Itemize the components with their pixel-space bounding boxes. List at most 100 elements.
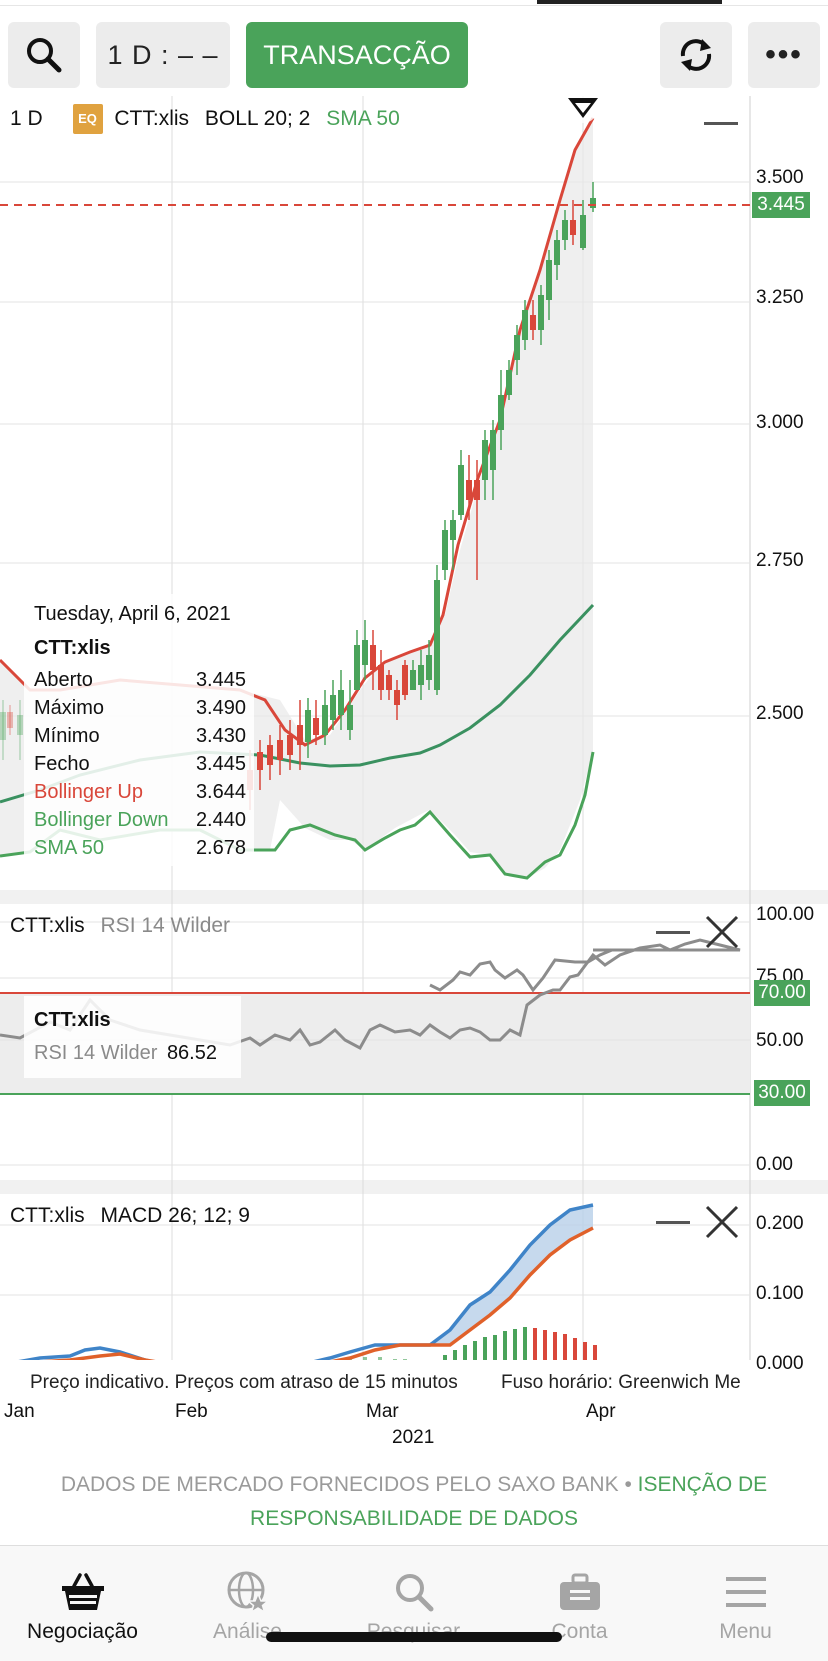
candle-body bbox=[322, 705, 328, 735]
candle-body bbox=[313, 718, 319, 735]
nav-item-account[interactable]: Conta bbox=[497, 1546, 662, 1661]
macd-histogram-bar bbox=[493, 1335, 497, 1360]
macd-histogram-bar bbox=[453, 1350, 457, 1360]
event-marker-icon[interactable] bbox=[568, 93, 598, 123]
tooltip-value: 3.445 bbox=[195, 753, 246, 775]
tooltip-label: Máximo bbox=[34, 697, 105, 719]
macd-histogram-bar bbox=[393, 1359, 397, 1360]
tooltip-label: Mínimo bbox=[34, 725, 100, 747]
rsi-line-recent bbox=[429, 948, 613, 993]
price-axis-label: 3.250 bbox=[756, 287, 804, 308]
panel-divider bbox=[0, 890, 828, 904]
rsi-tooltip-row: RSI 14 Wilder 86.52 bbox=[34, 1038, 231, 1068]
macd-histogram-bar bbox=[378, 1357, 382, 1360]
candle-body bbox=[347, 705, 353, 730]
boll-label[interactable]: BOLL 20; 2 bbox=[204, 107, 311, 130]
candle-body bbox=[277, 740, 283, 760]
refresh-icon bbox=[680, 39, 712, 71]
macd-fill bbox=[430, 1205, 593, 1345]
tooltip-value: 2.440 bbox=[195, 809, 246, 831]
sma-label[interactable]: SMA 50 bbox=[326, 107, 400, 130]
candle-body bbox=[590, 198, 596, 208]
data-tooltip: Tuesday, April 6, 2021 CTT:xlis Aberto 3.… bbox=[24, 594, 254, 866]
candlestick-series bbox=[0, 182, 596, 810]
close-rsi-icon[interactable] bbox=[704, 914, 740, 950]
symbol-label[interactable]: CTT:xlis bbox=[114, 107, 190, 130]
briefcase-icon bbox=[559, 1573, 600, 1610]
rsi-lower-tag: 30.00 bbox=[754, 1080, 810, 1106]
disclaimer-link[interactable]: ISENÇÃO DE RESPONSABILIDADE DE DADOS bbox=[250, 1473, 768, 1530]
month-label: Feb bbox=[175, 1401, 208, 1422]
tooltip-row: Bollinger Up 3.644 bbox=[34, 778, 246, 806]
nav-label: Conta bbox=[551, 1620, 608, 1643]
macd-indicator-label[interactable]: MACD 26; 12; 9 bbox=[100, 1204, 250, 1227]
interval-selector[interactable]: 1 D : – – bbox=[96, 22, 230, 88]
macd-histogram-bar bbox=[543, 1330, 547, 1360]
price-axis-label: 3.500 bbox=[756, 167, 804, 188]
tooltip-row: Bollinger Down 2.440 bbox=[34, 806, 246, 834]
rsi-axis-label: 75.00 bbox=[756, 966, 804, 980]
collapse-main-button[interactable] bbox=[704, 122, 738, 125]
nav-label: Negociação bbox=[27, 1620, 138, 1643]
candle-body bbox=[554, 240, 560, 265]
candle-body bbox=[287, 735, 293, 755]
active-tab-indicator bbox=[537, 0, 722, 4]
rsi-symbol: CTT:xlis bbox=[10, 914, 85, 937]
tooltip-row: SMA 50 2.678 bbox=[34, 834, 246, 862]
provider-text: DADOS DE MERCADO FORNECIDOS PELO SAXO BA… bbox=[60, 1473, 619, 1496]
macd-header: CTT:xlis MACD 26; 12; 9 bbox=[10, 1204, 250, 1228]
basket-icon bbox=[61, 1573, 104, 1610]
collapse-rsi-button[interactable] bbox=[656, 931, 690, 934]
bottom-navigation: Negociação Análise Pesquisar bbox=[0, 1545, 828, 1661]
more-button[interactable]: ••• bbox=[748, 22, 820, 88]
macd-axis-label: 0.200 bbox=[756, 1213, 804, 1234]
macd-histogram-bar bbox=[513, 1329, 517, 1360]
tooltip-label: SMA 50 bbox=[34, 837, 105, 859]
nav-item-trading[interactable]: Negociação bbox=[0, 1546, 165, 1661]
candle-body bbox=[530, 315, 536, 330]
panel-divider bbox=[0, 1180, 828, 1194]
close-macd-icon[interactable] bbox=[704, 1204, 740, 1240]
candle-body bbox=[0, 712, 6, 740]
tooltip-row: Máximo 3.490 bbox=[34, 694, 246, 722]
macd-histogram-bar bbox=[553, 1332, 557, 1360]
rsi-tooltip: CTT:xlis RSI 14 Wilder 86.52 bbox=[24, 996, 241, 1078]
macd-histogram-bar bbox=[363, 1357, 367, 1360]
tooltip-label: Bollinger Down bbox=[34, 809, 169, 831]
candle-body bbox=[474, 480, 480, 500]
search-icon bbox=[27, 38, 62, 73]
nav-item-menu[interactable]: Menu bbox=[663, 1546, 828, 1661]
rsi-upper-tag: 70.00 bbox=[754, 980, 810, 1006]
trade-button[interactable]: TRANSACÇÃO bbox=[246, 22, 468, 88]
footer-separator: • bbox=[618, 1473, 638, 1496]
tooltip-label: Aberto bbox=[34, 669, 93, 691]
candle-body bbox=[458, 465, 464, 515]
rsi-indicator-label[interactable]: RSI 14 Wilder bbox=[100, 914, 231, 937]
candle-body bbox=[257, 752, 263, 770]
macd-axis-label: 0.000 bbox=[756, 1353, 804, 1374]
tooltip-value: 3.445 bbox=[195, 669, 246, 691]
nav-item-analysis[interactable]: Análise bbox=[165, 1546, 330, 1661]
collapse-macd-button[interactable] bbox=[656, 1221, 690, 1224]
hamburger-icon bbox=[725, 1577, 766, 1607]
candle-body bbox=[562, 220, 568, 240]
candle-body bbox=[522, 310, 528, 340]
candle-body bbox=[426, 655, 432, 680]
rsi-axis-label: 100.00 bbox=[756, 904, 815, 925]
refresh-button[interactable] bbox=[660, 22, 732, 88]
top-toolbar: 1 D : – – TRANSACÇÃO ••• bbox=[0, 0, 828, 96]
rsi-tooltip-label: RSI 14 Wilder bbox=[34, 1042, 158, 1064]
candle-body bbox=[297, 725, 303, 745]
candle-body bbox=[402, 665, 408, 695]
tooltip-value: 3.430 bbox=[195, 725, 246, 747]
month-label: Mar bbox=[366, 1401, 399, 1422]
macd-histogram-bar bbox=[593, 1345, 597, 1360]
candle-body bbox=[498, 395, 504, 430]
candle-body bbox=[482, 440, 488, 480]
macd-histogram-bar bbox=[503, 1331, 507, 1360]
candle-body bbox=[442, 530, 448, 570]
search-button[interactable] bbox=[8, 22, 80, 88]
macd-symbol: CTT:xlis bbox=[10, 1204, 85, 1227]
nav-item-search[interactable]: Pesquisar bbox=[331, 1546, 496, 1661]
candle-body bbox=[17, 715, 23, 735]
